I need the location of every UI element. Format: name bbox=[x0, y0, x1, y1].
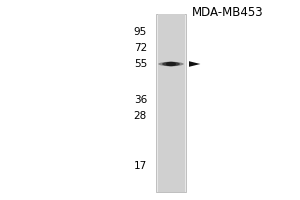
Ellipse shape bbox=[158, 62, 184, 66]
Text: 72: 72 bbox=[134, 43, 147, 53]
Text: 17: 17 bbox=[134, 161, 147, 171]
Bar bbox=[158, 14, 184, 192]
Ellipse shape bbox=[166, 62, 176, 66]
Bar bbox=[156, 14, 186, 192]
Text: 55: 55 bbox=[134, 59, 147, 69]
Text: 28: 28 bbox=[134, 111, 147, 121]
Ellipse shape bbox=[162, 62, 180, 66]
Text: MDA-MB453: MDA-MB453 bbox=[192, 6, 264, 19]
Polygon shape bbox=[189, 61, 200, 67]
Text: 36: 36 bbox=[134, 95, 147, 105]
Text: 95: 95 bbox=[134, 27, 147, 37]
